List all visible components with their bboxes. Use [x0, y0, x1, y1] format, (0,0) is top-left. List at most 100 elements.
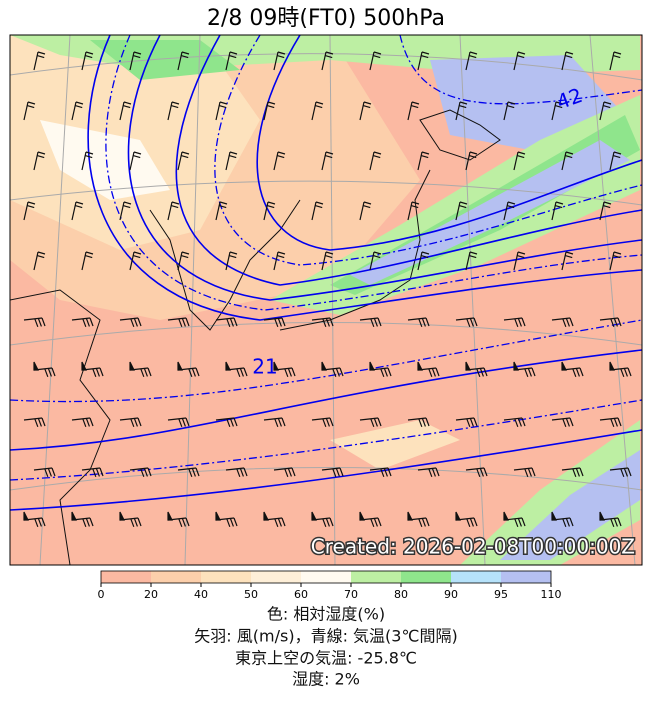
- wind-barb: [123, 201, 132, 205]
- wind-barb: [483, 467, 488, 477]
- wind-barb: [623, 468, 628, 477]
- wind-barb: [359, 511, 365, 521]
- wind-barb: [428, 368, 433, 378]
- wind-barb: [185, 417, 190, 427]
- wind-barb: [479, 468, 484, 477]
- wind-barb: [517, 55, 525, 59]
- wind-barb: [44, 468, 49, 478]
- wind-barb: [178, 318, 183, 328]
- wind-barb: [75, 105, 83, 109]
- wind-barb: [418, 418, 423, 428]
- wind-barb: [34, 418, 39, 428]
- wind-barb: [236, 468, 241, 478]
- wind-barb: [291, 367, 296, 377]
- wind-barb: [23, 101, 29, 121]
- wind-barb: [185, 317, 190, 327]
- wind-barb: [425, 317, 430, 327]
- wind-barb: [569, 517, 574, 527]
- wind-barb: [75, 101, 84, 105]
- wind-barb: [284, 368, 289, 378]
- wind-barb: [75, 205, 83, 209]
- wind-barb: [613, 518, 618, 527]
- wind-barb: [129, 251, 135, 271]
- colorbar-segment: [351, 571, 401, 583]
- wind-barb: [274, 418, 279, 428]
- wind-barb: [181, 318, 186, 327]
- wind-barb: [418, 518, 423, 528]
- colorbar-label: 40: [194, 588, 208, 601]
- wind-barb: [377, 517, 382, 527]
- wind-barb: [140, 468, 145, 478]
- wind-barb: [610, 418, 615, 428]
- wind-barb: [466, 318, 471, 328]
- wind-barb: [119, 511, 125, 521]
- wind-barb: [82, 318, 87, 328]
- wind-barb: [37, 518, 42, 527]
- wind-barb: [407, 511, 413, 521]
- wind-barb: [181, 518, 186, 527]
- wind-barb: [287, 368, 292, 377]
- wind-barb: [27, 201, 36, 205]
- wind-barb: [421, 418, 426, 427]
- wind-barb: [373, 151, 382, 155]
- wind-barb: [82, 518, 87, 528]
- wind-barb: [503, 511, 509, 521]
- wind-barb: [215, 511, 221, 521]
- colorbar-label: 60: [294, 588, 308, 601]
- colorbar-segment: [501, 571, 551, 583]
- wind-barb: [613, 55, 621, 59]
- wind-barb: [229, 518, 234, 527]
- wind-barb: [130, 318, 135, 328]
- wind-barb: [428, 468, 433, 478]
- wind-barb: [370, 518, 375, 528]
- wind-barb: [469, 251, 478, 255]
- wind-barb: [37, 418, 42, 427]
- wind-barb: [85, 251, 94, 255]
- wind-barb: [524, 368, 529, 378]
- wind-barb: [363, 105, 371, 109]
- wind-barb: [465, 151, 471, 171]
- wind-barb: [373, 418, 378, 427]
- contour-label: 21: [252, 355, 277, 379]
- wind-barb: [23, 201, 29, 221]
- wind-barb: [469, 55, 477, 59]
- wind-barb: [225, 51, 231, 71]
- wind-barb: [565, 255, 573, 259]
- wind-barb: [277, 255, 285, 259]
- wind-barb: [225, 361, 231, 371]
- wind-barb: [603, 201, 612, 205]
- wind-barb: [575, 468, 580, 477]
- wind-barb: [71, 511, 77, 521]
- wind-barb: [531, 367, 536, 377]
- wind-barb: [325, 55, 333, 59]
- wind-barb: [377, 317, 382, 327]
- wind-barb: [315, 201, 324, 205]
- wind-barb: [459, 201, 468, 205]
- wind-barb: [524, 468, 529, 478]
- caption: 湿度: 2%: [292, 670, 360, 689]
- wind-barb: [195, 367, 200, 377]
- wind-barb: [609, 251, 615, 271]
- wind-barb: [613, 251, 622, 255]
- wind-barb: [565, 151, 574, 155]
- wind-barb: [369, 251, 375, 271]
- wind-barb: [229, 55, 237, 59]
- wind-barb: [226, 318, 231, 328]
- wind-barb: [143, 368, 148, 377]
- wind-barb: [329, 317, 334, 327]
- colorbar-frame: [100, 570, 552, 584]
- wind-barb: [315, 101, 324, 105]
- wind-barb: [311, 101, 317, 121]
- wind-barb: [195, 467, 200, 477]
- wind-barb: [171, 101, 180, 105]
- wind-barb: [599, 511, 605, 521]
- wind-barb: [27, 205, 35, 209]
- wind-barb: [27, 101, 36, 105]
- wind-barb: [620, 368, 625, 378]
- wind-barb: [215, 201, 221, 221]
- wind-barb: [147, 467, 152, 477]
- wind-barb: [181, 255, 189, 259]
- wind-barb: [322, 518, 327, 528]
- wind-barb: [332, 368, 337, 378]
